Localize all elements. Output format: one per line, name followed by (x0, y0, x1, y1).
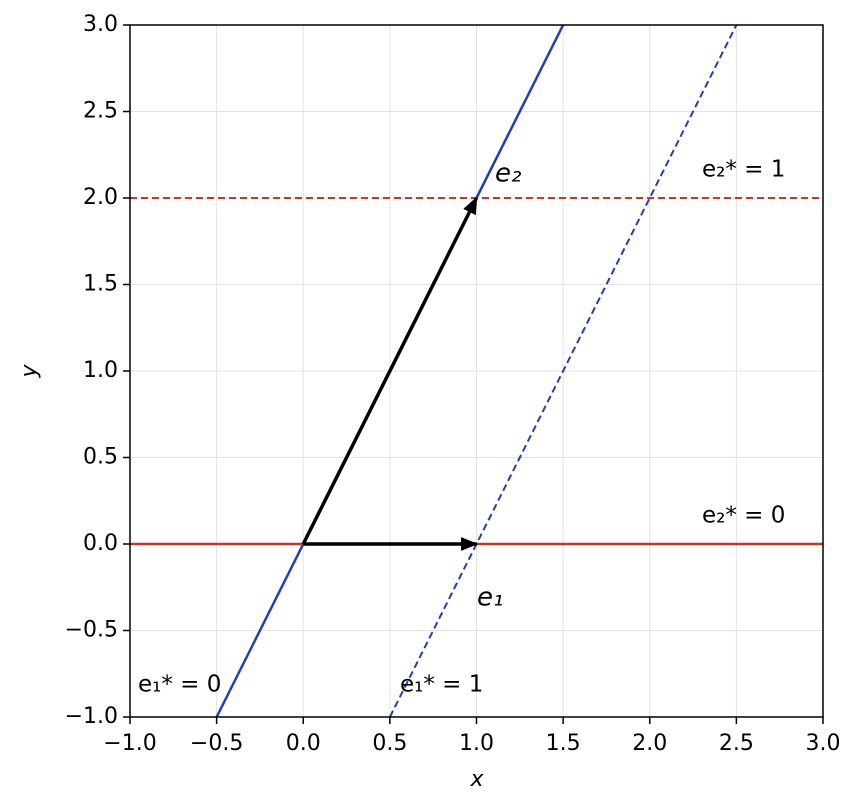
x-tick-label: 3.0 (806, 731, 841, 756)
y-tick-label: −0.5 (65, 618, 118, 643)
vector-label: e₁ (477, 583, 503, 613)
grid (129, 24, 824, 718)
x-tick-label: 2.5 (719, 731, 754, 756)
y-tick-label: 3.0 (83, 12, 118, 37)
vector-label: e₂ (495, 159, 521, 189)
vector-arrow (301, 196, 479, 545)
x-tick-label: 0.0 (286, 731, 321, 756)
y-tick-label: −1.0 (65, 704, 118, 729)
y-tick-label: 1.0 (83, 358, 118, 383)
line (388, 25, 738, 717)
line-annotation: e₂* = 0 (702, 503, 785, 529)
y-tick-label: 1.5 (83, 272, 118, 297)
y-axis-label: y (17, 364, 42, 379)
line-annotation: e₂* = 1 (702, 157, 785, 183)
x-axis-label: x (469, 767, 484, 792)
plot-area (130, 25, 823, 717)
y-tick-label: 2.5 (83, 99, 118, 124)
x-tick-label: 2.0 (632, 731, 667, 756)
y-tick-label: 0.5 (83, 445, 118, 470)
line-annotation: e₁* = 0 (138, 672, 221, 698)
x-tick-label: 1.0 (459, 731, 494, 756)
x-tick-label: −0.5 (190, 731, 243, 756)
y-tick-label: 0.0 (83, 531, 118, 556)
y-tick-label: 2.0 (83, 185, 118, 210)
x-tick-label: −1.0 (103, 731, 156, 756)
x-tick-label: 1.5 (546, 731, 581, 756)
line-annotation: e₁* = 1 (400, 672, 483, 698)
x-tick-label: 0.5 (372, 731, 407, 756)
